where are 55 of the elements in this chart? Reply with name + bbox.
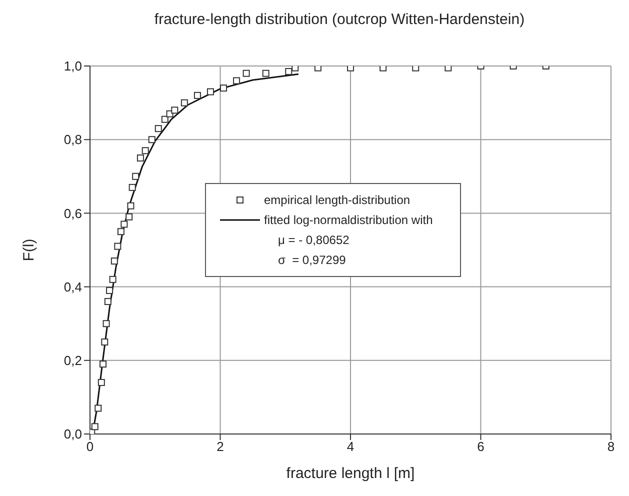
point — [101, 338, 108, 346]
point — [94, 404, 102, 412]
point — [262, 70, 270, 77]
y-tick-label: 0,0 — [64, 426, 82, 442]
y-tick-label: 0,6 — [64, 206, 82, 221]
point — [91, 423, 98, 430]
x-tick-label: 2 — [216, 439, 224, 454]
point — [347, 66, 354, 72]
point — [102, 320, 110, 328]
point — [444, 66, 452, 72]
point — [120, 220, 128, 228]
chart-title: fracture-length distribution (outcrop Witten-Hardenstein) — [153, 10, 526, 30]
point — [117, 228, 124, 236]
point — [104, 298, 112, 306]
y-axis-title: F(l) — [20, 238, 38, 262]
y-tick-label: 0,4 — [64, 279, 82, 294]
y-tick-label: 0,2 — [64, 353, 82, 368]
point — [126, 213, 133, 220]
point — [132, 172, 140, 180]
point — [114, 242, 122, 250]
annotation: σ = 0,97299 — [277, 252, 347, 269]
x-tick-label: 8 — [607, 439, 615, 454]
point — [292, 66, 299, 72]
x-tick-label: 4 — [346, 439, 354, 454]
point — [128, 184, 136, 191]
point — [380, 66, 387, 72]
point — [161, 116, 168, 123]
point — [220, 84, 228, 92]
point — [148, 136, 156, 144]
annotation: μ = - 0,80652 — [277, 232, 350, 249]
point — [100, 360, 107, 368]
point — [127, 202, 134, 210]
point — [142, 147, 149, 154]
point — [412, 66, 420, 72]
y-tick-label: 1,0 — [64, 58, 82, 74]
point — [233, 77, 240, 84]
y-tick-label: 0,8 — [64, 132, 82, 148]
point — [154, 125, 162, 132]
point — [110, 258, 118, 265]
point — [206, 88, 214, 96]
x-axis-title: fracture length l [m] — [286, 465, 415, 482]
x-tick-label: 0 — [86, 439, 94, 454]
point — [109, 276, 116, 283]
point — [98, 378, 105, 386]
legend-label: fitted log-normaldistribution with — [264, 213, 433, 227]
point — [285, 68, 292, 76]
point — [242, 70, 250, 77]
point — [106, 286, 114, 294]
point — [314, 66, 322, 72]
point — [171, 106, 178, 114]
point — [180, 99, 188, 106]
x-tick-label: 6 — [477, 439, 484, 454]
point — [194, 92, 201, 99]
point — [136, 154, 144, 162]
legend-label: empirical length-distribution — [264, 193, 410, 207]
